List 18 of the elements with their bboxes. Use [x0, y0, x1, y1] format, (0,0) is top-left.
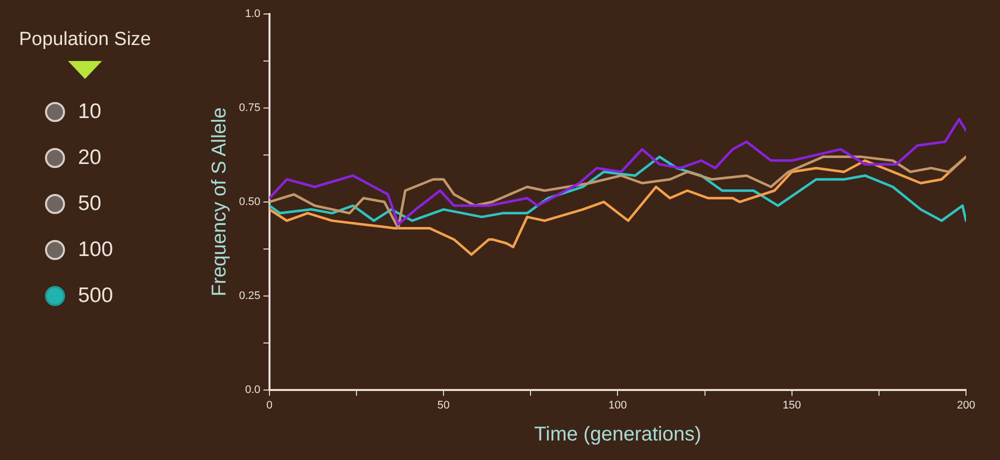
text: Population Size: [18, 28, 152, 52]
x-tick-label: 50: [437, 399, 450, 412]
y-axis-title: Frequency of S Allele: [208, 107, 231, 296]
x-axis-title: Time (generations): [534, 424, 702, 446]
x-tick-label: 100: [608, 399, 627, 412]
y-tick-label: 0.25: [238, 290, 260, 302]
text: 500: [78, 284, 114, 308]
x-tick-label: 0: [266, 399, 272, 412]
y-tick-label: 1.0: [245, 8, 260, 20]
y-tick-label: 0.50: [238, 196, 260, 208]
text: 50: [78, 192, 102, 216]
x-tick-label: 200: [956, 399, 976, 412]
text: 10: [78, 100, 102, 124]
text: 20: [78, 146, 102, 170]
y-tick-label: 0.75: [238, 102, 260, 114]
y-tick-label: 0.0: [245, 384, 260, 396]
text: 100: [78, 238, 114, 262]
x-tick-label: 150: [782, 399, 802, 412]
